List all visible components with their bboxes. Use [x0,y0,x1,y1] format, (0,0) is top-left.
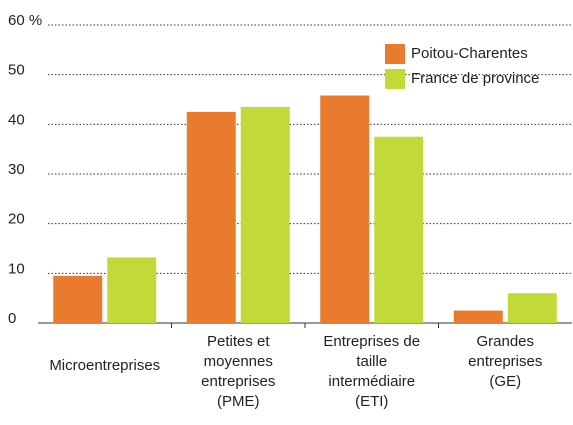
legend-label: France de province [411,70,539,87]
y-tick-label: 40 [8,111,25,128]
x-tick-label: Microentreprises [49,357,160,374]
legend-label: Poitou-Charentes [411,45,528,62]
bar [107,257,157,323]
legend-swatch [385,69,405,89]
bar [507,293,557,323]
y-tick-label: 20 [8,211,25,228]
y-tick-label: 10 [8,260,25,277]
y-tick-label: 30 [8,161,25,178]
y-tick-label: 0 [8,310,16,327]
x-tick-label: Grandes entreprises (GE) [468,333,542,390]
bar [453,310,503,323]
y-tick-label: 50 [8,62,25,79]
bar [320,95,370,323]
bar [374,136,424,323]
x-tick-label: Entreprises de taille intermédiaire (ETI) [323,333,420,410]
bar [186,111,236,324]
y-tick-label: 60 % [8,12,42,29]
bar [53,275,103,323]
bar [240,106,290,323]
x-tick-label: Petites et moyennes entreprises (PME) [201,333,275,410]
legend-swatch [385,44,405,64]
